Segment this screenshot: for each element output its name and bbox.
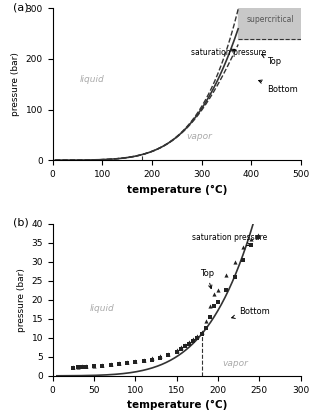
Point [125,359,130,366]
Point [75,363,80,370]
Point [255,232,260,239]
Point [249,242,254,248]
Point [195,332,200,339]
Text: liquid: liquid [80,75,105,84]
Point [207,302,212,309]
Point [183,342,188,348]
Point [100,362,105,369]
Point [255,234,260,240]
Point [71,365,76,371]
Point [149,355,154,362]
X-axis label: temperature (°C): temperature (°C) [126,185,227,195]
Point [79,364,84,370]
Point [75,364,80,371]
Point [249,236,254,242]
Point [211,291,216,297]
Text: Bottom: Bottom [259,80,298,94]
X-axis label: temperature (°C): temperature (°C) [126,400,227,410]
Point [187,340,192,347]
Point [91,363,96,370]
Text: vapor: vapor [222,359,248,368]
Point [116,361,121,367]
Point [215,287,220,294]
Text: Bottom: Bottom [232,307,269,318]
Point [158,353,163,360]
Point [116,360,121,367]
Point [240,257,245,263]
Text: supercritical: supercritical [246,15,294,24]
Text: saturation pressure: saturation pressure [192,233,267,246]
Point [83,364,88,370]
Point [158,354,163,361]
Point [232,274,237,280]
Point [141,356,146,363]
Text: Top: Top [262,55,281,66]
Text: vapor: vapor [187,132,212,141]
Point [108,361,113,368]
Point [79,363,84,370]
Point [191,337,196,344]
Point [174,349,179,355]
Point [187,338,192,345]
Point [178,346,183,353]
Point [211,302,216,309]
Point [199,329,204,335]
Point [141,357,146,364]
Point [232,259,237,265]
Point [224,272,229,278]
Point [195,335,200,341]
Point [108,361,113,367]
Point [100,361,105,368]
Point [149,356,154,363]
Text: liquid: liquid [90,304,115,313]
Point [207,313,212,320]
Point [166,351,171,358]
Point [83,363,88,370]
Point [91,362,96,369]
Point [178,344,183,351]
Point [133,358,138,364]
Point [199,331,204,337]
Point [203,325,208,332]
Point [240,243,245,250]
Point [191,335,196,342]
Text: saturation pressure: saturation pressure [191,48,266,57]
Point [133,358,138,365]
Point [183,343,188,349]
Point [203,318,208,324]
Bar [238,8,301,39]
Y-axis label: pressure (bar): pressure (bar) [11,52,20,116]
Point [224,287,229,294]
Text: Top: Top [200,269,214,289]
Y-axis label: pressure (bar): pressure (bar) [17,268,26,332]
Point [174,347,179,353]
Point [125,360,130,366]
Point [166,351,171,357]
Point [215,299,220,305]
Text: (a): (a) [13,2,29,12]
Point [71,364,76,370]
Text: (b): (b) [13,218,29,228]
